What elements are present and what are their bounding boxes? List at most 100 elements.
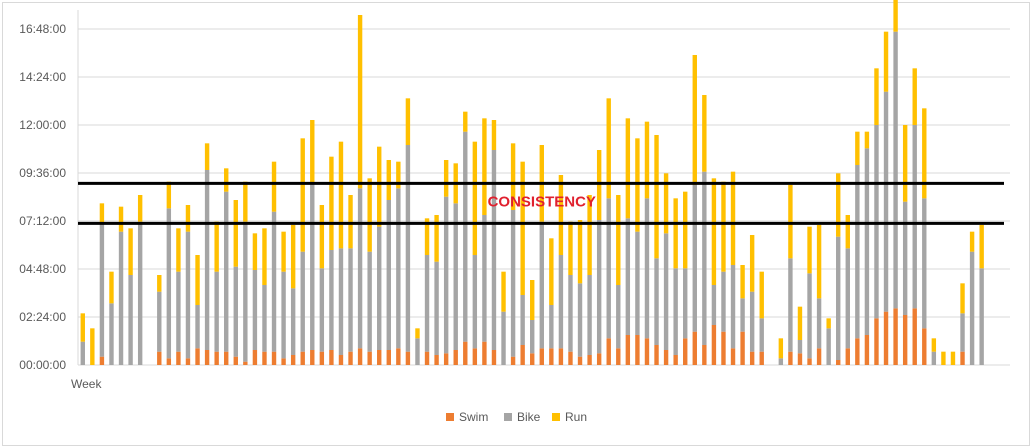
bar-swim [99, 356, 105, 365]
bar-swim [176, 351, 181, 365]
bar-swim [472, 348, 478, 365]
bar-swim [606, 338, 611, 365]
bar-run [520, 161, 525, 295]
bar-run [702, 95, 707, 172]
bar-run [204, 143, 210, 170]
bar-bike [616, 285, 621, 349]
bar-run [721, 181, 726, 272]
bar-bike [587, 275, 592, 355]
bar-swim [539, 348, 544, 365]
bar-run [845, 215, 850, 249]
bar-bike [606, 198, 611, 339]
bar-run [826, 318, 831, 329]
bar-bike [443, 196, 449, 354]
bar-swim [224, 351, 229, 365]
bar-swim [549, 348, 554, 365]
bar-run [683, 191, 688, 269]
bar-run [137, 195, 143, 222]
bar-bike [692, 185, 697, 332]
bar-swim [864, 335, 870, 365]
legend-swatch-swim [446, 413, 454, 421]
bar-bike [807, 273, 812, 359]
bar-swim [520, 345, 525, 365]
y-tick-label: 14:24:00 [19, 70, 66, 84]
bar-run [99, 203, 105, 224]
bar-swim [329, 350, 334, 365]
bar-bike [635, 231, 640, 335]
bar-run [157, 275, 162, 292]
legend: Swim Bike Run [446, 410, 587, 424]
bar-swim [357, 348, 363, 365]
legend-label-swim: Swim [459, 410, 488, 424]
bar-run [118, 206, 124, 232]
bar-swim [443, 353, 449, 365]
bar-swim [596, 353, 602, 365]
bar-swim [195, 348, 200, 365]
bar-swim [759, 351, 764, 365]
bar-run [654, 135, 659, 259]
bar-run [80, 313, 85, 342]
bar-swim [166, 358, 172, 365]
bar-swim [797, 353, 803, 365]
legend-swatch-run [552, 413, 560, 421]
bar-swim [510, 356, 516, 365]
bar-run [482, 118, 487, 215]
bar-bike [568, 275, 573, 352]
bar-swim [902, 315, 908, 365]
bar-bike [893, 31, 898, 309]
bar-run [396, 161, 401, 189]
bar-run [950, 351, 956, 365]
y-tick-label: 09:36:00 [19, 166, 66, 180]
bar-bike [109, 303, 114, 365]
bar-bike [463, 131, 468, 342]
bar-bike [262, 285, 267, 352]
bar-bike [434, 261, 439, 355]
bar-run [357, 15, 363, 189]
bar-run [271, 161, 277, 212]
bar-swim [702, 345, 707, 365]
bar-bike [185, 231, 191, 359]
bar-bike [80, 341, 85, 365]
y-tick-label: 12:00:00 [19, 118, 66, 132]
bar-swim [319, 351, 325, 365]
legend-label-bike: Bike [517, 410, 541, 424]
bar-bike [960, 313, 965, 352]
reference-lines [78, 181, 1004, 225]
bar-swim [788, 351, 793, 365]
bar-bike [386, 200, 391, 350]
bar-bike [357, 188, 363, 349]
bars [80, 0, 984, 365]
bar-bike [596, 220, 602, 354]
bar-bike [157, 291, 162, 352]
bar-bike [663, 233, 669, 350]
bar-bike [702, 171, 707, 345]
bar-swim [654, 345, 659, 365]
bar-swim [281, 358, 286, 365]
bar-bike [644, 198, 650, 339]
bar-run [176, 228, 181, 272]
bar-bike [300, 251, 305, 352]
bar-run [816, 225, 822, 299]
bar-run [644, 121, 650, 199]
bar-bike [424, 255, 430, 352]
bar-run [577, 220, 583, 284]
bar-run [185, 205, 191, 232]
bar-swim [644, 338, 650, 365]
bar-run [367, 178, 372, 252]
bar-run [405, 98, 411, 145]
bar-swim [807, 358, 812, 365]
bar-run [501, 271, 506, 312]
bar-run [491, 120, 497, 150]
bar-swim [424, 351, 430, 365]
bar-run [472, 141, 478, 255]
bar-bike [912, 125, 917, 309]
bar-run [558, 175, 564, 255]
bar-bike [520, 295, 525, 345]
bar-run [778, 338, 784, 359]
bar-bike [233, 266, 238, 357]
bar-swim [290, 355, 296, 365]
bar-run [549, 238, 554, 305]
bar-bike [367, 251, 372, 352]
bar-swim [616, 348, 621, 365]
